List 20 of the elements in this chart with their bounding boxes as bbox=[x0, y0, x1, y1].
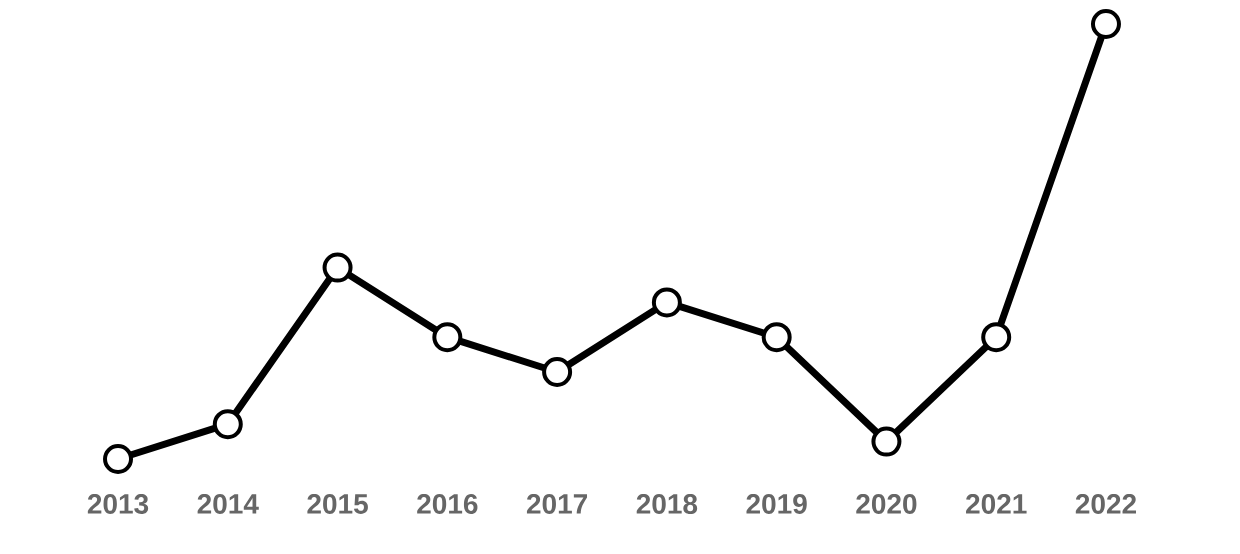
x-tick-label: 2013 bbox=[87, 494, 149, 514]
x-tick-label: 2018 bbox=[636, 494, 698, 514]
point bbox=[542, 357, 573, 387]
point bbox=[651, 287, 682, 318]
point bbox=[432, 322, 463, 353]
x-tick-label: 2017 bbox=[526, 494, 587, 514]
point bbox=[103, 444, 134, 475]
x-tick-label: 2015 bbox=[307, 494, 368, 514]
point bbox=[761, 322, 792, 353]
x-tick-label: 2014 bbox=[197, 494, 259, 514]
x-tick-label: 2021 bbox=[966, 494, 1027, 514]
point bbox=[322, 252, 353, 283]
x-tick-label: 2022 bbox=[1075, 494, 1136, 514]
x-tick-label: 2020 bbox=[856, 494, 917, 514]
point bbox=[1090, 9, 1121, 39]
point bbox=[212, 409, 243, 440]
x-tick-label: 2016 bbox=[417, 494, 478, 514]
point bbox=[981, 322, 1012, 353]
point bbox=[871, 426, 902, 457]
x-tick-label: 2019 bbox=[746, 494, 807, 514]
